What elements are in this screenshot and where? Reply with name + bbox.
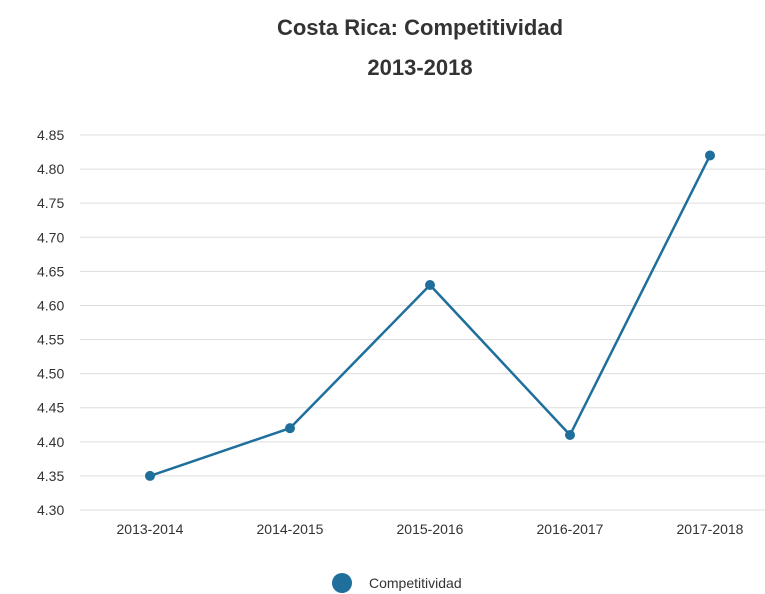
y-tick-label: 4.75 xyxy=(37,195,64,211)
chart-title-line-1: Costa Rica: Competitividad xyxy=(276,15,564,40)
x-tick-label: 2014-2015 xyxy=(257,521,324,537)
y-axis-ticks: 4.30 4.35 4.40 4.45 4.50 4.55 4.60 4.65 4.70 4.75… xyxy=(37,127,64,518)
series-competitividad xyxy=(145,150,715,481)
chart-title: Costa Rica: Competitividad 2013-2018 xyxy=(0,8,765,88)
y-tick-label: 4.60 xyxy=(37,297,64,313)
y-tick-label: 4.85 xyxy=(37,127,64,143)
y-tick-label: 4.80 xyxy=(37,161,64,177)
y-tick-label: 4.45 xyxy=(37,400,64,416)
x-axis-ticks: 2013-2014 2014-2015 2015-2016 2016-2017 2017… xyxy=(117,521,744,537)
y-tick-label: 4.50 xyxy=(37,366,64,382)
data-point[interactable] xyxy=(565,430,575,440)
y-tick-label: 4.65 xyxy=(37,263,64,279)
legend-marker xyxy=(332,573,352,593)
y-tick-label: 4.30 xyxy=(37,502,64,518)
x-tick-label: 2017-2018 xyxy=(677,521,744,537)
x-tick-label: 2016-2017 xyxy=(537,521,604,537)
data-point[interactable] xyxy=(705,150,715,161)
y-tick-label: 4.40 xyxy=(37,434,64,450)
legend[interactable]: Competitividad xyxy=(332,573,462,593)
data-point[interactable] xyxy=(145,470,155,481)
y-tick-label: 4.70 xyxy=(37,229,64,245)
gridlines xyxy=(80,134,765,511)
data-point[interactable] xyxy=(425,280,435,290)
data-point[interactable] xyxy=(285,423,295,434)
x-tick-label: 2015-2016 xyxy=(397,521,464,537)
y-tick-label: 4.35 xyxy=(37,468,64,484)
chart-title-line-2: 2013-2018 xyxy=(367,55,473,80)
y-tick-label: 4.55 xyxy=(37,332,64,348)
legend-label: Competitividad xyxy=(369,575,462,591)
x-tick-label: 2013-2014 xyxy=(117,521,184,537)
